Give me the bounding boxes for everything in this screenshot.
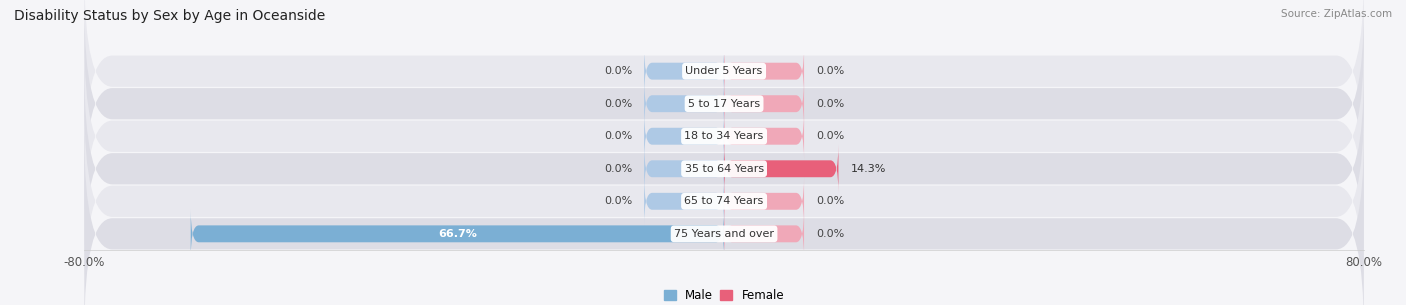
FancyBboxPatch shape <box>84 0 1364 169</box>
FancyBboxPatch shape <box>724 47 804 95</box>
FancyBboxPatch shape <box>84 136 1364 305</box>
Legend: Male, Female: Male, Female <box>659 284 789 305</box>
FancyBboxPatch shape <box>644 80 724 128</box>
Text: 0.0%: 0.0% <box>815 229 844 239</box>
Text: 0.0%: 0.0% <box>605 66 633 76</box>
Text: 0.0%: 0.0% <box>605 196 633 206</box>
Text: 0.0%: 0.0% <box>605 131 633 141</box>
FancyBboxPatch shape <box>84 103 1364 300</box>
Text: Source: ZipAtlas.com: Source: ZipAtlas.com <box>1281 9 1392 19</box>
Text: 66.7%: 66.7% <box>437 229 477 239</box>
FancyBboxPatch shape <box>724 112 804 160</box>
FancyBboxPatch shape <box>724 177 804 225</box>
FancyBboxPatch shape <box>644 47 724 95</box>
Text: 0.0%: 0.0% <box>815 99 844 109</box>
Text: 65 to 74 Years: 65 to 74 Years <box>685 196 763 206</box>
Text: 0.0%: 0.0% <box>815 66 844 76</box>
FancyBboxPatch shape <box>191 210 724 258</box>
Text: 0.0%: 0.0% <box>815 196 844 206</box>
Text: 0.0%: 0.0% <box>605 99 633 109</box>
FancyBboxPatch shape <box>644 112 724 160</box>
FancyBboxPatch shape <box>724 210 804 258</box>
Text: 0.0%: 0.0% <box>815 131 844 141</box>
FancyBboxPatch shape <box>84 5 1364 202</box>
FancyBboxPatch shape <box>644 145 724 193</box>
FancyBboxPatch shape <box>84 70 1364 267</box>
Text: 0.0%: 0.0% <box>605 164 633 174</box>
Text: 18 to 34 Years: 18 to 34 Years <box>685 131 763 141</box>
FancyBboxPatch shape <box>644 177 724 225</box>
Text: 14.3%: 14.3% <box>851 164 886 174</box>
FancyBboxPatch shape <box>84 38 1364 235</box>
Text: Disability Status by Sex by Age in Oceanside: Disability Status by Sex by Age in Ocean… <box>14 9 325 23</box>
Text: 75 Years and over: 75 Years and over <box>673 229 775 239</box>
Text: Under 5 Years: Under 5 Years <box>686 66 762 76</box>
Text: 35 to 64 Years: 35 to 64 Years <box>685 164 763 174</box>
FancyBboxPatch shape <box>724 145 838 193</box>
Text: 5 to 17 Years: 5 to 17 Years <box>688 99 761 109</box>
FancyBboxPatch shape <box>724 80 804 128</box>
